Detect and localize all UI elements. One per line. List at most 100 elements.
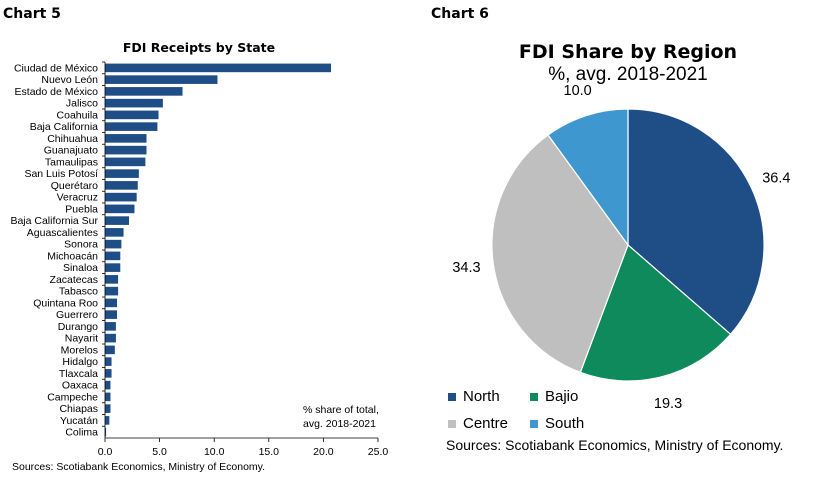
legend-swatch-centre xyxy=(448,419,456,428)
category-label: Chiapas xyxy=(59,403,98,415)
bar xyxy=(105,369,112,378)
legend-label-north: North xyxy=(463,388,500,405)
category-label: Aguascalientes xyxy=(27,227,98,239)
bar xyxy=(105,181,138,190)
bar xyxy=(105,275,119,284)
chart5-note-line2: avg. 2018-2021 xyxy=(303,418,376,430)
bar xyxy=(105,286,119,296)
bar xyxy=(105,87,183,96)
category-label: Nuevo León xyxy=(41,74,98,86)
category-label: Ciudad de México xyxy=(14,62,98,74)
category-label: Jalisco xyxy=(66,98,98,110)
bar xyxy=(105,169,139,178)
bar xyxy=(105,333,116,343)
bar xyxy=(105,416,110,425)
chart5-label: Chart 5 xyxy=(3,6,61,22)
bar xyxy=(105,63,332,73)
category-label: San Luis Potosí xyxy=(24,168,98,180)
category-label: Quintana Roo xyxy=(33,297,98,309)
bar-chart: FDI Receipts by State Ciudad de MéxicoNue… xyxy=(10,40,389,458)
category-label: Hidalgo xyxy=(62,356,98,368)
x-tick-label: 25.0 xyxy=(368,446,389,458)
pie-chart: 36.4 19.3 34.3 10.0 xyxy=(452,83,790,412)
category-label: Tlaxcala xyxy=(59,368,98,380)
chart6-label: Chart 6 xyxy=(431,6,489,22)
chart6-source: Sources: Scotiabank Economics, Ministry … xyxy=(446,437,784,453)
bar xyxy=(105,392,111,402)
chart5-note-line1: % share of total, xyxy=(303,404,379,416)
category-label: Oaxaca xyxy=(62,380,98,392)
category-label: Tamaulipas xyxy=(45,156,98,168)
bar xyxy=(105,380,111,390)
pie-value-label: 36.4 xyxy=(762,170,790,186)
pie-slice-bajio xyxy=(579,243,732,382)
category-label: Colima xyxy=(65,427,98,439)
bar xyxy=(105,345,115,355)
pie-value-label: 19.3 xyxy=(654,396,682,412)
legend-swatch-bajio xyxy=(530,392,538,401)
category-label: Estado de México xyxy=(15,86,99,98)
chart6-subtitle: %, avg. 2018-2021 xyxy=(548,64,708,85)
category-label: Morelos xyxy=(61,344,98,356)
bar xyxy=(105,98,163,108)
bar xyxy=(105,322,116,331)
pie-value-label: 34.3 xyxy=(452,260,480,276)
category-label: Michoacán xyxy=(47,250,98,262)
bar xyxy=(105,427,107,437)
chart5-source: Sources: Scotiabank Economics, Ministry … xyxy=(12,461,266,473)
x-tick-label: 5.0 xyxy=(152,446,167,458)
pie-slice-north xyxy=(627,108,765,336)
legend-item-centre: Centre xyxy=(448,415,508,432)
category-label: Guanajuato xyxy=(44,145,98,157)
x-tick-label: 20.0 xyxy=(313,446,334,458)
legend-label-centre: Centre xyxy=(463,415,509,432)
legend-item-bajio: Bajio xyxy=(530,388,578,405)
category-label: Baja California xyxy=(30,121,98,133)
bar xyxy=(105,192,137,202)
category-label: Guerrero xyxy=(56,309,98,321)
bar xyxy=(105,310,118,319)
x-tick-label: 10.0 xyxy=(204,446,225,458)
category-label: Durango xyxy=(58,321,98,333)
pie-slice-south xyxy=(547,108,629,247)
category-label: Baja California Sur xyxy=(10,215,98,227)
legend-swatch-south xyxy=(530,419,538,428)
category-label: Yucatán xyxy=(60,415,98,427)
legend-label-bajio: Bajio xyxy=(545,388,579,405)
category-label: Campeche xyxy=(47,391,98,403)
bar xyxy=(105,404,111,413)
bar xyxy=(105,357,112,366)
legend-item-north: North xyxy=(448,388,500,405)
bar xyxy=(105,228,124,237)
category-label: Sinaloa xyxy=(63,262,98,274)
chart5-note: % share of total, avg. 2018-2021 xyxy=(303,403,379,431)
category-label: Veracruz xyxy=(57,192,98,204)
pie-slice-centre xyxy=(491,134,629,374)
bar xyxy=(105,157,146,167)
category-label: Chihuahua xyxy=(47,133,98,145)
category-label: Nayarit xyxy=(65,333,98,345)
category-label: Querétaro xyxy=(51,180,98,192)
category-label: Zacatecas xyxy=(50,274,98,286)
bar xyxy=(105,251,121,261)
bar xyxy=(105,298,118,308)
bar xyxy=(105,122,158,131)
bar xyxy=(105,239,122,249)
category-label: Coahuila xyxy=(57,109,99,121)
bar xyxy=(105,204,135,214)
legend-label-south: South xyxy=(545,415,585,432)
legend-swatch-north xyxy=(448,392,456,401)
x-tick-label: 0.0 xyxy=(98,446,113,458)
bar-chart-title: FDI Receipts by State xyxy=(123,40,275,55)
bar xyxy=(105,145,147,155)
category-label: Tabasco xyxy=(59,286,98,298)
legend-item-south: South xyxy=(530,415,584,432)
bar xyxy=(105,216,130,225)
pie-value-label: 10.0 xyxy=(564,83,592,99)
category-label: Puebla xyxy=(65,203,98,215)
x-tick-label: 15.0 xyxy=(259,446,280,458)
bar xyxy=(105,263,121,272)
bar xyxy=(105,110,159,120)
category-label: Sonora xyxy=(64,239,98,251)
bar xyxy=(105,75,218,84)
